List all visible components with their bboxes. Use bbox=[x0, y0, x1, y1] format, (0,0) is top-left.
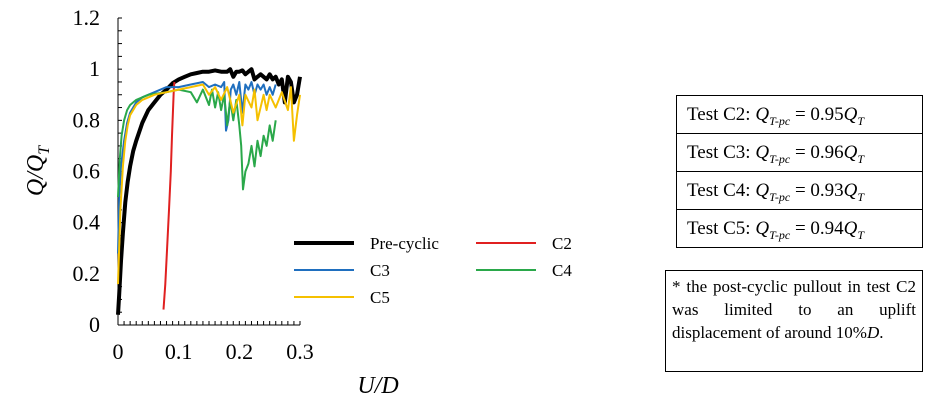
note-box: * the post-cyclic pullout in test C2 was… bbox=[665, 270, 923, 372]
result-row: Test C4: QT-pc = 0.93QT bbox=[677, 171, 922, 209]
legend-label: C4 bbox=[552, 261, 572, 280]
x-tick-label: 0.3 bbox=[286, 339, 314, 364]
y-axis-title-main: Q/Q bbox=[23, 155, 49, 196]
y-tick-label: 1.2 bbox=[73, 5, 101, 30]
series-line bbox=[162, 81, 176, 310]
legend-label: C3 bbox=[370, 261, 390, 280]
result-row: Test C2: QT-pc = 0.95QT bbox=[687, 104, 865, 128]
chart-legend: Pre-cyclic C2 C3 C4 C5 bbox=[294, 234, 572, 307]
series-line bbox=[116, 67, 302, 315]
legend-label: C2 bbox=[552, 234, 572, 253]
series-line bbox=[117, 83, 301, 285]
note-end: . bbox=[879, 323, 884, 342]
x-tick-label: 0.2 bbox=[226, 339, 254, 364]
x-tick-label: 0 bbox=[113, 339, 124, 364]
y-tick-label: 0.4 bbox=[73, 210, 101, 235]
y-tick-label: 0 bbox=[89, 312, 100, 337]
legend-label: Pre-cyclic bbox=[370, 234, 439, 253]
y-axis-title: Q/QT bbox=[23, 145, 53, 196]
results-box: Test C2: QT-pc = 0.95QT Test C3: QT-pc =… bbox=[676, 95, 923, 248]
series-line bbox=[117, 81, 277, 254]
y-tick-label: 1 bbox=[89, 56, 100, 81]
chart-series-layer bbox=[116, 67, 302, 315]
note-text: * the post-cyclic pullout in test C2 was… bbox=[672, 277, 916, 342]
y-axis-title-subscript: T bbox=[36, 145, 53, 155]
y-tick-label: 0.8 bbox=[73, 107, 101, 132]
chart-axes: 0 0.1 0.2 0.3 0 0.2 0.4 0.6 0.8 1 1.2 U/D Q/QT bbox=[23, 5, 399, 399]
legend-label: C5 bbox=[370, 288, 390, 307]
result-row: Test C3: QT-pc = 0.96QT bbox=[677, 133, 922, 171]
note-italic: D bbox=[866, 323, 880, 342]
result-row: Test C5: QT-pc = 0.94QT bbox=[677, 209, 922, 247]
y-tick-label: 0.6 bbox=[73, 159, 101, 184]
x-axis-title: U/D bbox=[357, 373, 398, 399]
x-tick-label: 0.1 bbox=[165, 339, 193, 364]
y-tick-label: 0.2 bbox=[73, 261, 101, 286]
